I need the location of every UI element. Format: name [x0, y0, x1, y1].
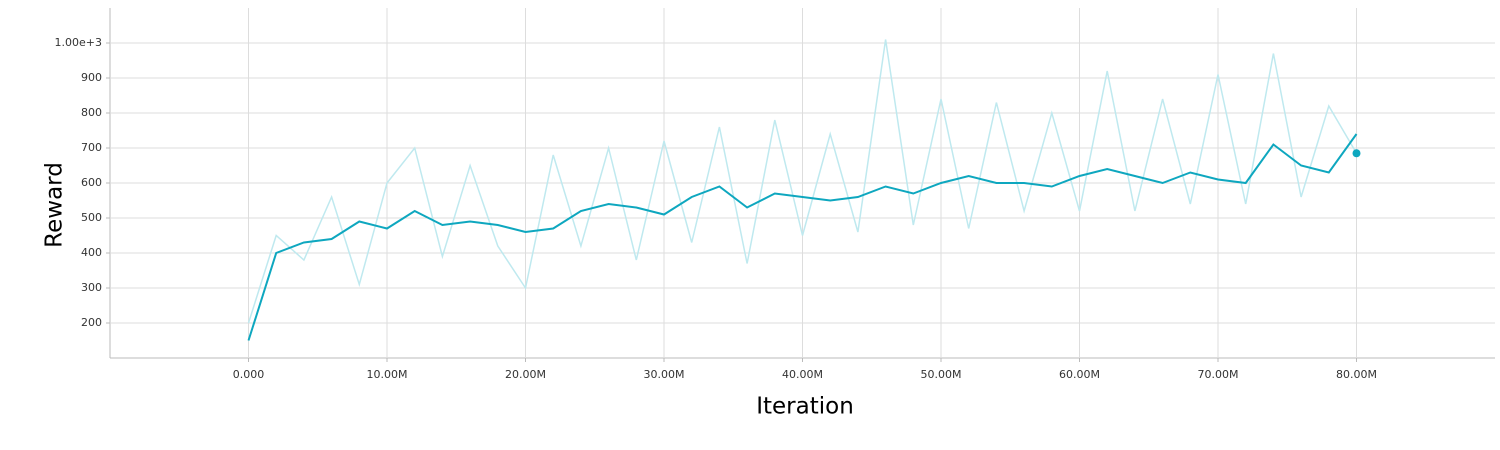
y-tick-label: 300 — [81, 281, 102, 294]
y-tick-label: 400 — [81, 246, 102, 259]
y-tick-label: 800 — [81, 106, 102, 119]
x-tick-label: 0.000 — [233, 368, 265, 381]
x-tick-label: 10.00M — [367, 368, 408, 381]
x-tick-label: 20.00M — [505, 368, 546, 381]
x-tick-label: 40.00M — [782, 368, 823, 381]
y-axis-label: Reward — [42, 162, 68, 248]
last-point — [1352, 149, 1361, 158]
x-axis-label: Iteration — [756, 394, 854, 420]
y-tick-label: 700 — [81, 141, 102, 154]
y-tick-label: 200 — [81, 316, 102, 329]
x-tick-label: 30.00M — [644, 368, 685, 381]
x-tick-label: 80.00M — [1336, 368, 1377, 381]
x-tick-label: 50.00M — [921, 368, 962, 381]
x-tick-label: 70.00M — [1198, 368, 1239, 381]
smoothed-line — [247, 133, 1358, 341]
y-tick-label: 1.00e+3 — [55, 36, 102, 49]
y-tick-label: 500 — [81, 211, 102, 224]
y-tick-label: 900 — [81, 71, 102, 84]
x-tick-label: 60.00M — [1059, 368, 1100, 381]
y-tick-label: 600 — [81, 176, 102, 189]
